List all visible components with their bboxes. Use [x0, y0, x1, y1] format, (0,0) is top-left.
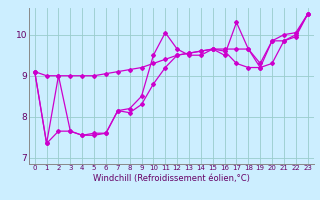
- X-axis label: Windchill (Refroidissement éolien,°C): Windchill (Refroidissement éolien,°C): [93, 174, 250, 183]
